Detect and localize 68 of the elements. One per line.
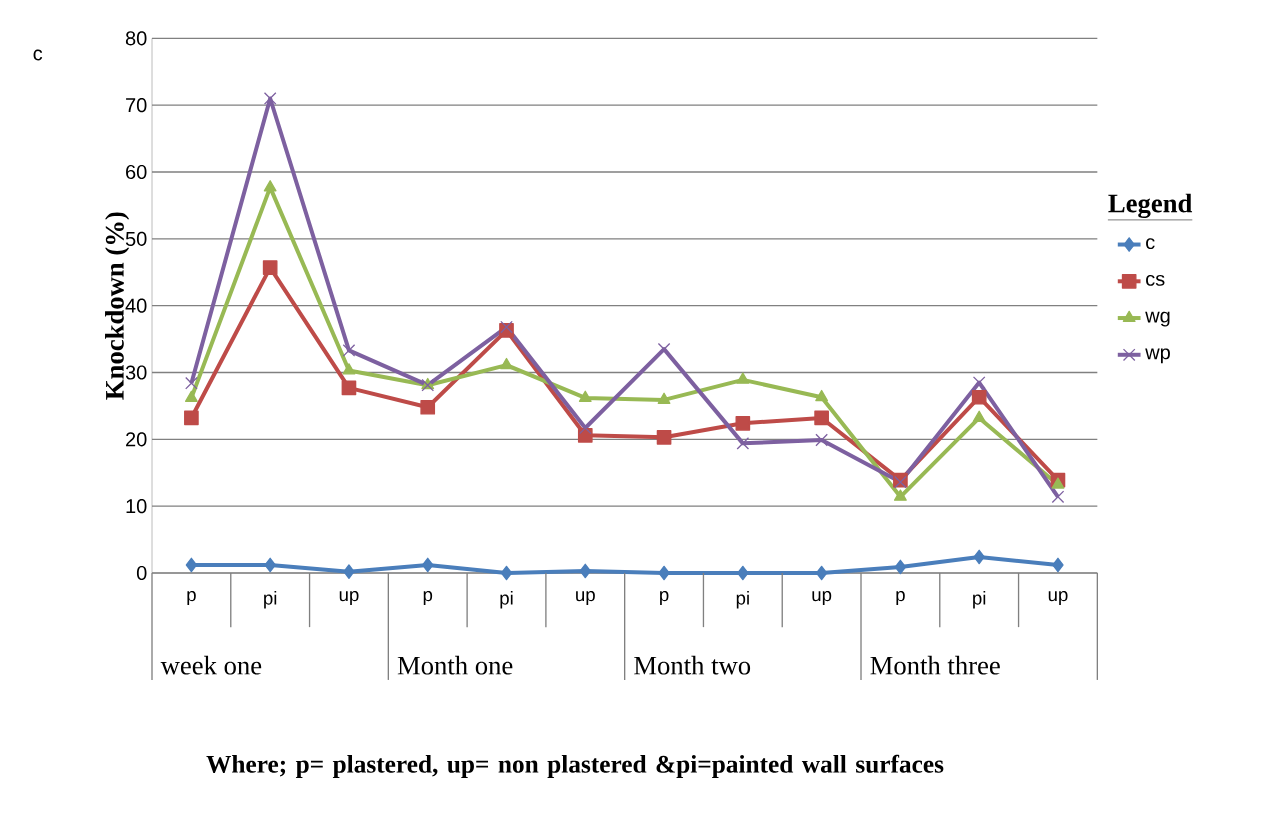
point bbox=[500, 565, 513, 581]
point bbox=[420, 399, 436, 415]
point bbox=[736, 437, 750, 450]
point bbox=[342, 363, 356, 375]
y-tick-label: 20 bbox=[126, 432, 147, 447]
legend-title: Legend bbox=[1108, 193, 1193, 219]
point bbox=[737, 565, 749, 581]
y-tick-label: 0 bbox=[136, 565, 147, 581]
point bbox=[972, 410, 986, 422]
point bbox=[736, 372, 750, 384]
point bbox=[735, 415, 751, 431]
point bbox=[579, 563, 591, 579]
point bbox=[262, 260, 278, 275]
text: Month one bbox=[397, 655, 513, 675]
point bbox=[263, 92, 277, 105]
y-tick-label: 80 bbox=[125, 31, 147, 46]
point bbox=[500, 357, 513, 370]
point bbox=[656, 429, 672, 445]
point bbox=[815, 565, 828, 581]
y-tick-label: 60 bbox=[126, 164, 147, 180]
x-tick-label: pi bbox=[264, 591, 277, 609]
x-tick-label: up bbox=[1048, 591, 1068, 605]
point bbox=[658, 565, 670, 581]
text: Month two bbox=[634, 655, 751, 675]
point bbox=[184, 390, 198, 402]
point bbox=[973, 549, 985, 565]
x-tick-label: p bbox=[660, 591, 669, 605]
point bbox=[814, 410, 829, 426]
point bbox=[343, 564, 355, 579]
x-tick-label: p bbox=[896, 591, 905, 605]
legend-label: cs bbox=[1146, 274, 1165, 286]
text: Where; p= plastered, up= non plastered &pi=painted wall surfaces bbox=[206, 754, 944, 778]
point bbox=[1051, 477, 1065, 489]
point bbox=[894, 559, 907, 575]
x-tick-label: p bbox=[423, 591, 433, 605]
y-tick-label: 70 bbox=[126, 98, 147, 113]
point bbox=[1051, 490, 1065, 504]
x-tick-label: pi bbox=[500, 591, 513, 609]
y-tick-label: 10 bbox=[126, 499, 147, 514]
point bbox=[815, 433, 828, 447]
point bbox=[264, 557, 276, 573]
point bbox=[893, 489, 907, 501]
x-tick-label: p bbox=[187, 591, 196, 605]
point bbox=[422, 557, 434, 573]
point bbox=[657, 392, 671, 404]
legend-label: c bbox=[1146, 238, 1155, 250]
x-tick-label: up bbox=[812, 591, 832, 605]
point bbox=[342, 344, 356, 357]
point bbox=[185, 376, 198, 390]
point bbox=[341, 380, 357, 396]
x-tick-label: up bbox=[339, 591, 359, 605]
text: week one bbox=[160, 655, 262, 675]
point bbox=[500, 320, 513, 334]
legend-label: wg bbox=[1145, 311, 1170, 327]
y-tick-label: 40 bbox=[125, 298, 147, 313]
point bbox=[815, 389, 829, 402]
text: c bbox=[33, 49, 43, 61]
point bbox=[184, 410, 199, 426]
point bbox=[1052, 557, 1064, 573]
x-tick-label: pi bbox=[736, 591, 749, 609]
point bbox=[971, 389, 987, 405]
point bbox=[263, 180, 277, 192]
x-tick-label: pi bbox=[973, 591, 986, 609]
legend-label: wp bbox=[1145, 348, 1170, 364]
point bbox=[185, 557, 198, 573]
x-tick-label: up bbox=[576, 591, 595, 605]
text: Month three bbox=[870, 655, 1000, 675]
point bbox=[578, 390, 592, 402]
